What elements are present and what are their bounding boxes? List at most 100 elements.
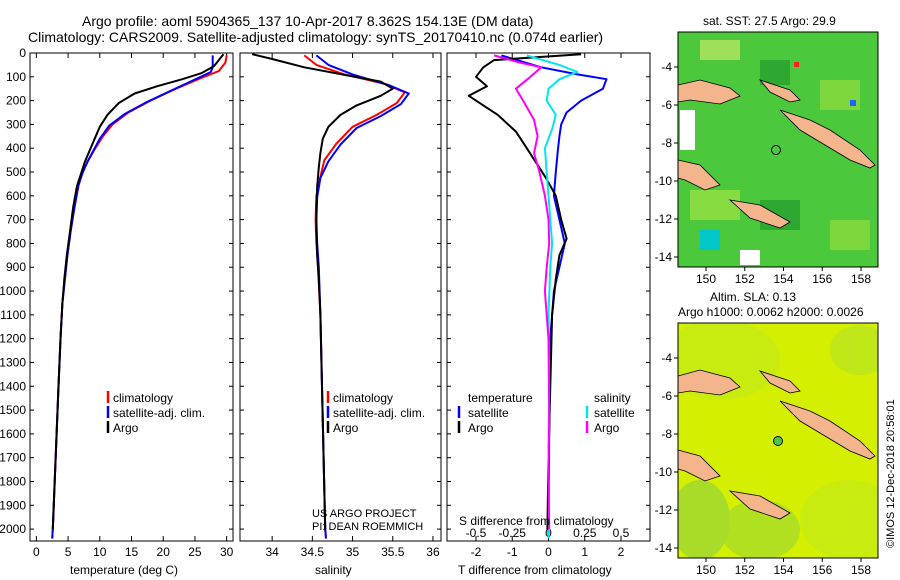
pi-annotation: PI: DEAN ROEMMICH bbox=[312, 521, 423, 533]
sla-patch bbox=[830, 325, 878, 375]
map-lat-label: -4 bbox=[661, 60, 672, 74]
depth-tick-label: 1500 bbox=[0, 403, 26, 417]
map-lat-label: -8 bbox=[661, 136, 672, 150]
depth-tick-label: 1800 bbox=[0, 474, 26, 488]
depth-tick-label: 2000 bbox=[0, 522, 26, 536]
new-guinea-coast bbox=[678, 369, 741, 396]
depth-tick-label: 1600 bbox=[0, 427, 26, 441]
solomon-islands bbox=[779, 109, 876, 169]
x-tick-label: 34.5 bbox=[301, 545, 325, 559]
sst-gap bbox=[740, 250, 760, 265]
sla-patch bbox=[678, 480, 730, 558]
legend-t-satellite-label: satellite bbox=[468, 406, 509, 420]
series-line-s-argo bbox=[493, 54, 551, 530]
map-lat-label: -4 bbox=[661, 351, 672, 365]
map-lat-label: -14 bbox=[655, 250, 673, 264]
legend-satellite-label: satellite-adj. clim. bbox=[333, 406, 425, 420]
depth-tick-label: 1400 bbox=[0, 379, 26, 393]
map-lat-label: -6 bbox=[661, 98, 672, 112]
legend-argo-label: Argo bbox=[113, 421, 139, 435]
temperature-ticks: 0 5 10 15 20 25 30 bbox=[30, 52, 234, 559]
x-tick-label: 35.5 bbox=[381, 545, 405, 559]
sst-patch bbox=[760, 60, 790, 85]
salinity-legend: climatology satellite-adj. clim. Argo bbox=[326, 391, 425, 435]
sla-patch bbox=[800, 480, 878, 558]
x-tick-label: 20 bbox=[157, 545, 171, 559]
x-tick-label: 0 bbox=[545, 545, 552, 559]
sla-map: Altim. SLA: 0.13 Argo h1000: 0.0062 h200… bbox=[655, 290, 879, 577]
depth-tick-label: 200 bbox=[6, 94, 26, 108]
legend-climatology-label: climatology bbox=[333, 391, 393, 405]
bougainville bbox=[758, 370, 801, 394]
difference-legend-salinity: salinity satellite Argo bbox=[585, 391, 635, 435]
project-annotation: US ARGO PROJECT bbox=[312, 508, 417, 520]
sst-map-ticks: -4 -6 -8 -10 -12 -14 150 152 154 156 158 bbox=[655, 60, 872, 286]
x-tick-label: 0 bbox=[33, 545, 40, 559]
imos-credit: ©IMOS 12-Dec-2018 20:58:01 bbox=[885, 399, 897, 548]
depth-tick-label: 1300 bbox=[0, 355, 26, 369]
legend-t-argo-label: Argo bbox=[468, 421, 494, 435]
sst-map-title: sat. SST: 27.5 Argo: 29.9 bbox=[703, 14, 836, 28]
sst-patch bbox=[794, 62, 799, 67]
legend-climatology-label: climatology bbox=[113, 391, 173, 405]
x-tick-label: 5 bbox=[65, 545, 72, 559]
series-line-satellite-adj-clim- bbox=[315, 54, 410, 539]
salinity-series bbox=[251, 53, 410, 539]
series-line-climatology bbox=[51, 55, 228, 539]
depth-tick-label: 300 bbox=[6, 117, 26, 131]
sst-gap bbox=[680, 110, 695, 150]
series-line-s-satellite bbox=[526, 54, 579, 539]
map-lon-label: 150 bbox=[696, 272, 716, 286]
map-lon-label: 158 bbox=[851, 563, 871, 577]
map-lat-label: -10 bbox=[655, 465, 673, 479]
coastline bbox=[678, 449, 721, 482]
sst-map-field bbox=[678, 32, 878, 267]
difference-panel: -2 -1 0 1 2-0.5 -0.25 0 0.25 0.5 T difference fr… bbox=[446, 52, 651, 577]
legend-argo-label: Argo bbox=[333, 421, 359, 435]
figure-title-line2: Climatology: CARS2009. Satellite-adjuste… bbox=[28, 29, 603, 45]
coastline bbox=[728, 199, 791, 229]
depth-tick-label: 800 bbox=[6, 236, 26, 250]
coastline bbox=[728, 490, 791, 520]
x-tick-label: 36 bbox=[426, 545, 440, 559]
legend-satellite-label: satellite-adj. clim. bbox=[113, 406, 205, 420]
map-lat-label: -12 bbox=[655, 503, 673, 517]
x-tick-label: 35 bbox=[346, 545, 360, 559]
map-lon-label: 156 bbox=[812, 563, 832, 577]
map-lat-label: -8 bbox=[661, 427, 672, 441]
map-lon-label: 150 bbox=[696, 563, 716, 577]
salinity-panel: 34 34.5 35 35.5 36 salinity climatology sate… bbox=[239, 52, 442, 577]
map-lat-label: -6 bbox=[661, 389, 672, 403]
map-lon-label: 152 bbox=[735, 272, 755, 286]
x-tick-label: 15 bbox=[125, 545, 139, 559]
temperature-legend: climatology satellite-adj. clim. Argo bbox=[106, 391, 205, 435]
sla-map-subtitle: Argo h1000: 0.0062 h2000: 0.0026 bbox=[678, 305, 864, 319]
sla-map-title: Altim. SLA: 0.13 bbox=[710, 290, 796, 304]
s-diff-tick-label: -0.5 bbox=[466, 526, 487, 540]
difference-xlabel: T difference from climatology bbox=[458, 563, 612, 577]
depth-tick-label: 1000 bbox=[0, 284, 26, 298]
difference-top-xlabel: S difference from climatology bbox=[459, 514, 614, 528]
legend-salinity-heading: salinity bbox=[594, 391, 631, 405]
sst-patch bbox=[690, 190, 740, 220]
map-lat-label: -12 bbox=[655, 212, 673, 226]
sst-patch bbox=[700, 230, 720, 250]
depth-tick-label: 0 bbox=[19, 46, 26, 60]
map-lon-label: 154 bbox=[773, 563, 793, 577]
sla-map-ticks: -4 -6 -8 -10 -12 -14 150 152 154 156 158 bbox=[655, 351, 872, 577]
series-line-satellite-adj-clim- bbox=[51, 55, 214, 539]
salinity-ticks: 34 34.5 35 35.5 36 bbox=[240, 52, 441, 559]
depth-tick-label: 700 bbox=[6, 213, 26, 227]
depth-tick-label: 400 bbox=[6, 141, 26, 155]
temperature-series bbox=[51, 53, 228, 539]
s-diff-tick-label: 0.5 bbox=[613, 526, 630, 540]
difference-ticks: -2 -1 0 1 2-0.5 -0.25 0 0.25 0.5 bbox=[447, 52, 650, 559]
x-tick-label: 1 bbox=[581, 545, 588, 559]
sst-patch bbox=[700, 40, 740, 60]
salinity-xlabel: salinity bbox=[315, 563, 352, 577]
sla-map-frame bbox=[677, 322, 879, 559]
legend-temperature-heading: temperature bbox=[468, 391, 533, 405]
bougainville bbox=[758, 79, 801, 103]
temperature-frame bbox=[29, 52, 234, 542]
